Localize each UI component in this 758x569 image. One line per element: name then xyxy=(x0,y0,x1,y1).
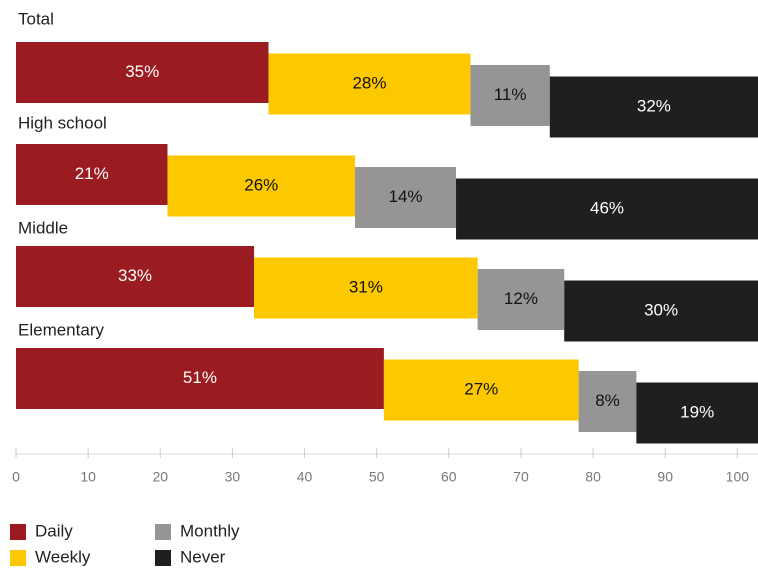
bar-segment xyxy=(578,371,637,432)
x-tick-label: 70 xyxy=(513,469,529,485)
value-label: 12% xyxy=(504,289,538,308)
x-tick-label: 30 xyxy=(225,469,241,485)
bar-segment xyxy=(383,359,579,421)
legend-label: Never xyxy=(180,547,226,566)
legend-swatch xyxy=(155,524,171,540)
bar-segment xyxy=(16,42,269,103)
legend-swatch xyxy=(10,524,26,540)
legend-label: Monthly xyxy=(180,521,240,540)
value-label: 32% xyxy=(637,96,671,115)
bar-segment xyxy=(477,269,565,330)
value-label: 30% xyxy=(644,300,678,319)
value-label: 28% xyxy=(352,73,386,92)
category-label: Elementary xyxy=(18,320,104,339)
x-tick-label: 100 xyxy=(726,469,750,485)
category-label: High school xyxy=(18,113,107,132)
bar-segment xyxy=(254,257,478,319)
legend-label: Daily xyxy=(35,521,73,540)
x-tick-label: 40 xyxy=(297,469,313,485)
bar-segment xyxy=(268,53,471,115)
plot: 35% 28% 11% 32% 21% 26% 14% 46% 33% 31% 12% 30% 51% 2… xyxy=(16,42,758,444)
value-label: 27% xyxy=(464,379,498,398)
value-label: 31% xyxy=(349,277,383,296)
bar-segment xyxy=(355,167,457,228)
value-label: 26% xyxy=(244,175,278,194)
value-label: 33% xyxy=(118,266,152,285)
x-tick-label: 10 xyxy=(80,469,96,485)
legend-label: Weekly xyxy=(35,547,91,566)
value-label: 8% xyxy=(595,391,620,410)
legend-swatch xyxy=(155,550,171,566)
bar-segment xyxy=(564,280,758,342)
bar-segment xyxy=(16,246,255,307)
value-label: 51% xyxy=(183,368,217,387)
x-tick-label: 50 xyxy=(369,469,385,485)
value-label: 11% xyxy=(494,85,527,104)
x-tick-label: 60 xyxy=(441,469,457,485)
bar-segment xyxy=(456,178,758,240)
x-tick-label: 90 xyxy=(657,469,673,485)
bar-segment xyxy=(470,65,550,126)
x-tick-label: 80 xyxy=(585,469,601,485)
bar-segment xyxy=(167,155,356,217)
bar-segment xyxy=(16,348,384,409)
bar-segment xyxy=(16,144,168,205)
bar-segment xyxy=(636,382,758,444)
x-tick-label: 0 xyxy=(12,469,20,485)
x-tick-label: 20 xyxy=(152,469,168,485)
value-label: 14% xyxy=(389,187,423,206)
value-label: 46% xyxy=(590,198,624,217)
value-label: 19% xyxy=(680,402,714,421)
bar-segment xyxy=(549,76,758,138)
category-label: Middle xyxy=(18,218,68,237)
value-label: 21% xyxy=(75,164,109,183)
category-label: Total xyxy=(18,9,54,28)
value-label: 35% xyxy=(125,62,159,81)
legend-swatch xyxy=(10,550,26,566)
